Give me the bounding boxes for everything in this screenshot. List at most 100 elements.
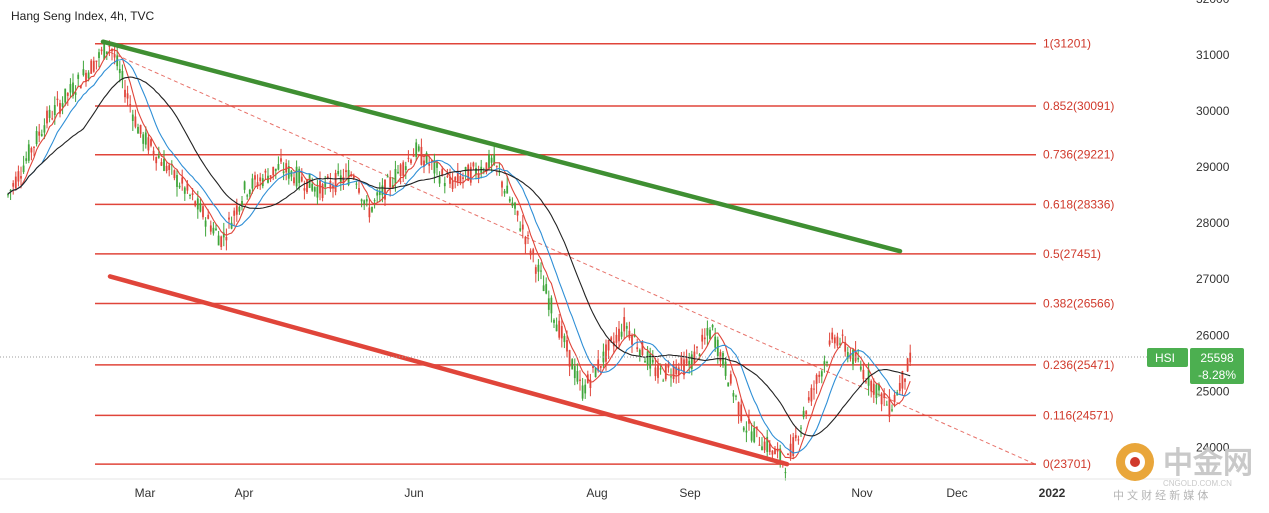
candle-body <box>451 181 454 189</box>
fib-label: 0.618(28336) <box>1043 197 1114 211</box>
candle-body <box>225 237 228 241</box>
candle-body <box>332 185 334 189</box>
candle-body <box>563 335 566 343</box>
symbol-badge <box>1147 348 1188 367</box>
candle-body <box>581 385 584 399</box>
candle-body <box>329 181 332 189</box>
candle-body <box>885 404 888 406</box>
candle-body <box>423 160 425 167</box>
candle-body <box>649 353 652 369</box>
candle-body <box>111 49 113 52</box>
candle-body <box>792 437 795 456</box>
candle-body <box>46 110 48 124</box>
candle-body <box>542 285 545 291</box>
candle-body <box>761 446 763 451</box>
candle-body <box>147 137 150 151</box>
candle-body <box>859 366 862 370</box>
candle-body <box>662 380 665 382</box>
candle-body <box>209 225 212 232</box>
candle-body <box>841 334 844 336</box>
candle-body <box>204 220 207 227</box>
candle-body <box>269 175 272 178</box>
candle-body <box>709 329 711 339</box>
candle-body <box>69 84 72 93</box>
candle-body <box>813 388 815 390</box>
fib-label: 0.852(30091) <box>1043 99 1114 113</box>
candle-body <box>51 118 54 120</box>
candle-body <box>295 166 298 187</box>
candle-body <box>25 158 28 161</box>
candle-body <box>696 346 698 348</box>
candle-body <box>625 326 628 329</box>
candle-body <box>20 176 22 179</box>
candle-body <box>282 171 285 174</box>
candle-body <box>555 324 558 332</box>
candle-body <box>251 178 254 189</box>
y-tick-label: 26000 <box>1196 328 1230 342</box>
upper-trendline <box>100 39 903 254</box>
candle-body <box>784 472 787 474</box>
candle-body <box>27 144 30 161</box>
candle-body <box>618 328 620 342</box>
candle-body <box>61 103 64 107</box>
candle-body <box>521 224 524 230</box>
fibonacci-levels <box>95 42 1036 465</box>
candle-body <box>350 175 353 177</box>
candle-body <box>384 179 386 200</box>
candle-body <box>391 185 394 188</box>
candle-body <box>527 235 529 237</box>
candle-body <box>735 395 737 397</box>
candle-body <box>651 359 654 363</box>
candle-body <box>462 177 464 179</box>
candle-body <box>454 177 457 181</box>
candle-body <box>386 176 389 178</box>
candle-body <box>599 366 602 368</box>
candle-body <box>173 170 176 179</box>
candle-body <box>706 327 709 336</box>
candle-body <box>235 205 238 215</box>
candle-body <box>313 187 316 192</box>
candle-body <box>155 157 158 164</box>
candle-body <box>311 183 314 191</box>
candle-body <box>787 453 789 455</box>
candle-body <box>893 394 896 403</box>
candle-body <box>633 334 636 337</box>
candle-body <box>168 165 171 170</box>
candle-body <box>79 85 82 89</box>
fib-label: 1(31201) <box>1043 37 1091 51</box>
candle-body <box>779 448 782 461</box>
y-tick-label: 31000 <box>1196 48 1230 62</box>
candle-body <box>425 152 428 163</box>
candle-body <box>477 173 480 179</box>
candle-body <box>680 356 683 364</box>
candle-body <box>215 228 217 231</box>
candle-body <box>82 69 85 76</box>
candle-body <box>381 185 384 196</box>
candle-body <box>186 183 189 191</box>
candle-body <box>685 358 688 364</box>
fib-label: 0.236(25471) <box>1043 358 1114 372</box>
candle-body <box>35 131 38 145</box>
candle-body <box>742 427 745 431</box>
candle-body <box>898 383 901 392</box>
x-tick-label: Jun <box>404 486 423 500</box>
candle-body <box>241 201 243 206</box>
candle-body <box>558 320 561 338</box>
candle-body <box>303 188 306 191</box>
candle-body <box>904 378 906 382</box>
candle-body <box>199 203 202 212</box>
candle-body <box>519 228 522 231</box>
candle-body <box>758 444 761 446</box>
candle-body <box>810 387 813 402</box>
fib-label: 0.5(27451) <box>1043 247 1101 261</box>
price-tag: HSI 25598 -8.28% <box>0 348 1244 384</box>
candle-body <box>150 139 152 146</box>
candle-body <box>716 339 719 357</box>
candle-body <box>828 340 831 345</box>
candle-body <box>605 344 607 362</box>
candle-body <box>878 384 880 391</box>
candle-body <box>287 166 290 179</box>
candle-body <box>677 367 680 376</box>
candle-body <box>134 116 137 127</box>
candle-body <box>537 264 540 272</box>
